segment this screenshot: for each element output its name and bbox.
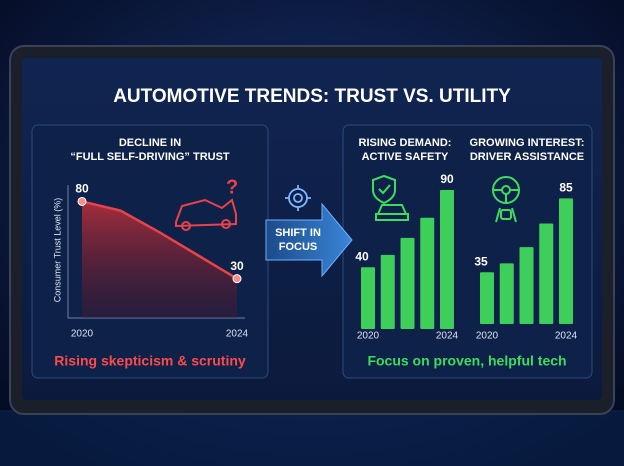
right-caption: Focus on proven, helpful tech: [367, 353, 566, 369]
chart-title: DRIVER ASSISTANCE: [470, 151, 584, 163]
bar: [480, 272, 494, 324]
floor-glow: [0, 410, 624, 466]
steering-wheel-icon: [492, 176, 520, 223]
value-label: 80: [75, 182, 89, 196]
x-tick-label: 2020: [476, 331, 499, 342]
bar: [539, 223, 554, 324]
point: [77, 196, 87, 206]
shift-label: FOCUS: [279, 241, 318, 253]
value-label: 90: [440, 172, 454, 186]
shield-car-icon: [372, 174, 409, 221]
left-caption: Rising skepticism & scrutiny: [54, 353, 246, 369]
bar: [519, 247, 534, 324]
bar: [420, 217, 435, 329]
x-tick-label: 2020: [357, 331, 380, 342]
chart-title: GROWING INTEREST:: [470, 137, 585, 149]
shift-arrow: [265, 202, 353, 278]
bar: [559, 198, 573, 324]
bar: [499, 263, 514, 324]
value-label: 35: [474, 254, 488, 268]
chart-title: ACTIVE SAFETY: [362, 151, 449, 163]
y-axis-label: Consumer Trust Level (%): [52, 198, 62, 303]
value-label: 85: [559, 181, 573, 195]
svg-text:?: ?: [226, 176, 238, 198]
chart-title: RISING DEMAND:: [359, 137, 452, 149]
bar: [361, 267, 375, 329]
point: [232, 274, 242, 284]
value-label: 30: [230, 259, 244, 273]
shift-label: SHIFT IN: [275, 227, 321, 239]
bar: [380, 254, 395, 329]
crash-car-icon: ?: [175, 176, 238, 231]
x-tick-label: 2024: [555, 331, 578, 342]
trust-line: [81, 200, 238, 280]
x-tick-label: 2024: [436, 331, 459, 342]
page-title: AUTOMOTIVE TRENDS: TRUST VS. UTILITY: [113, 86, 511, 107]
value-label: 40: [355, 249, 369, 263]
trust-area: [82, 201, 237, 318]
x-tick-label: 2020: [71, 329, 94, 340]
chart-title: “FULL SELF-DRIVING” TRUST: [70, 151, 230, 163]
chart-title: DECLINE IN: [119, 137, 181, 149]
gear-icon: [285, 185, 311, 211]
bar: [440, 190, 454, 329]
x-tick-label: 2024: [226, 329, 249, 340]
bar: [400, 237, 415, 329]
